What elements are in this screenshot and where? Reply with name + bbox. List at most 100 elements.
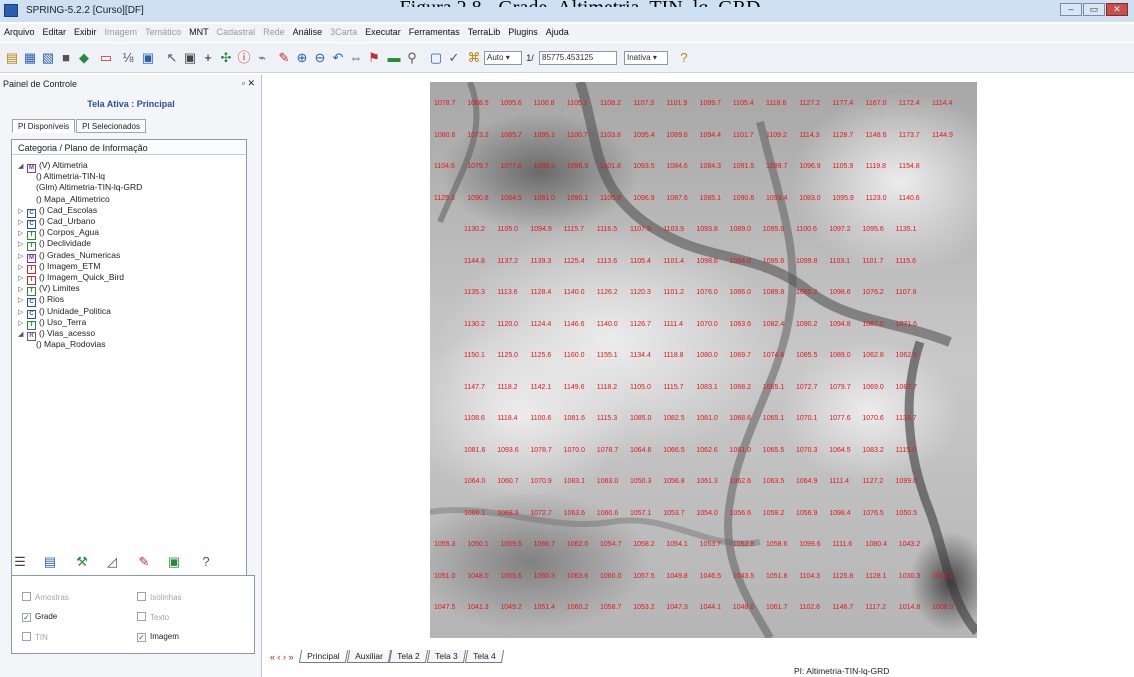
tree-item[interactable]: ◢ M (V) Altimetria bbox=[18, 160, 88, 173]
tree-item[interactable]: () Mapa_Altimetrico bbox=[36, 194, 110, 205]
pan-icon[interactable]: ✣ bbox=[220, 50, 232, 65]
menu-cadastral[interactable]: Cadastral bbox=[216, 27, 256, 37]
screen-tab-auxiliar[interactable]: Auxiliar bbox=[346, 650, 391, 663]
project-icon[interactable]: ▦ bbox=[23, 50, 37, 65]
tree-item[interactable]: ▷ C() Cad_Escolas bbox=[18, 205, 97, 218]
collapsed-arrow-icon[interactable]: ▷ bbox=[18, 252, 24, 260]
tab-pi-selecionados[interactable]: PI Selecionados bbox=[76, 119, 146, 133]
collapsed-arrow-icon[interactable]: ▷ bbox=[18, 286, 24, 294]
list-icon[interactable]: ☰ bbox=[14, 554, 26, 569]
map-canvas[interactable]: 1078.7 1088.5 1095.6 1100.8 1105.1 1108.2 1107… bbox=[263, 75, 1134, 642]
checkbox-grade[interactable]: ✓ Grade bbox=[22, 612, 57, 622]
tree-item[interactable]: ▷ T (V) Limites bbox=[18, 283, 80, 297]
unchecked-box-icon[interactable] bbox=[22, 632, 31, 641]
menu-rede[interactable]: Rede bbox=[263, 27, 285, 37]
unchecked-box-icon[interactable] bbox=[137, 592, 146, 601]
grid-icon[interactable]: ■ bbox=[62, 50, 70, 65]
menu-plugins[interactable]: Plugins bbox=[508, 27, 538, 37]
collapsed-arrow-icon[interactable]: ▷ bbox=[18, 263, 24, 271]
menu-executar[interactable]: Executar bbox=[365, 27, 401, 37]
tree-item[interactable]: () Mapa_Rodovias bbox=[36, 339, 105, 350]
menu-mnt[interactable]: MNT bbox=[189, 27, 209, 37]
tree-item[interactable]: () Altimetria-TIN-lq bbox=[36, 171, 105, 182]
model-icon[interactable]: ▣ bbox=[183, 50, 197, 65]
menu-ajuda[interactable]: Ajuda bbox=[545, 27, 569, 37]
collapsed-arrow-icon[interactable]: ▷ bbox=[18, 230, 24, 238]
checkbox-isolinhas[interactable]: Isolinhas bbox=[137, 592, 182, 603]
elevation-grid-map[interactable]: 1078.7 1088.5 1095.6 1100.8 1105.1 1108.2 1107… bbox=[430, 82, 977, 638]
zoom-previous-icon[interactable]: ↶ bbox=[332, 50, 344, 65]
properties-icon[interactable]: ▣ bbox=[167, 554, 181, 569]
window-icon[interactable]: ▢ bbox=[429, 50, 443, 65]
menu-editar[interactable]: Editar bbox=[42, 27, 67, 37]
menu-imagem[interactable]: Imagem bbox=[104, 27, 138, 37]
edit-icon[interactable]: ✎ bbox=[278, 50, 290, 65]
collapsed-arrow-icon[interactable]: ▷ bbox=[18, 207, 24, 215]
tree-item[interactable]: ▷ T() Declividade bbox=[18, 238, 91, 252]
collapsed-arrow-icon[interactable]: ▷ bbox=[18, 297, 24, 305]
zoom-in-icon[interactable]: ⊕ bbox=[296, 50, 308, 65]
cursor-tool-icon[interactable]: ✓ bbox=[448, 50, 460, 65]
table-icon[interactable]: ▤ bbox=[43, 554, 57, 569]
pencil-icon[interactable]: ✎ bbox=[138, 554, 150, 569]
screen-tab-principal[interactable]: Principal bbox=[298, 650, 348, 663]
tree-item[interactable]: ◢ R() Vias_acesso bbox=[18, 328, 95, 341]
checkbox-tin[interactable]: TIN bbox=[22, 632, 48, 643]
help-icon[interactable]: ? bbox=[680, 50, 688, 65]
zoom-dropdown-icon[interactable]: ⚲ bbox=[407, 50, 417, 65]
help-icon[interactable]: ? bbox=[202, 554, 210, 569]
checkbox-texto[interactable]: Texto bbox=[137, 612, 169, 623]
tree-item[interactable]: ▷ C() Unidade_Politica bbox=[18, 306, 111, 319]
checkbox-amostras[interactable]: Amostras bbox=[22, 592, 69, 603]
mode-select[interactable]: Inativa ▾ bbox=[624, 51, 668, 65]
collapsed-arrow-icon[interactable]: ▷ bbox=[18, 241, 24, 249]
region-icon[interactable]: ▭ bbox=[99, 50, 113, 65]
display-icon[interactable]: ▬ bbox=[387, 50, 401, 65]
scale-input[interactable]: 85775.453125 bbox=[539, 51, 617, 65]
screen-tab-tela-4[interactable]: Tela 4 bbox=[464, 650, 504, 663]
menu-an-lise[interactable]: Análise bbox=[292, 27, 323, 37]
menu-terralib[interactable]: TerraLib bbox=[467, 27, 501, 37]
collapsed-arrow-icon[interactable]: ▷ bbox=[18, 319, 24, 327]
collapsed-arrow-icon[interactable]: ▷ bbox=[18, 308, 24, 316]
unchecked-box-icon[interactable] bbox=[22, 592, 31, 601]
menu-tem-tico[interactable]: Temático bbox=[145, 27, 182, 37]
screen-tab-tela-3[interactable]: Tela 3 bbox=[427, 650, 467, 663]
minimize-button[interactable]: – bbox=[1060, 3, 1082, 16]
tab-navigation[interactable]: « ‹ › » bbox=[270, 652, 294, 662]
screen-tab-tela-2[interactable]: Tela 2 bbox=[389, 650, 429, 663]
menu-exibir[interactable]: Exibir bbox=[74, 27, 97, 37]
menu-ferramentas[interactable]: Ferramentas bbox=[408, 27, 460, 37]
zoom-out-icon[interactable]: ⊖ bbox=[314, 50, 326, 65]
menu-arquivo[interactable]: Arquivo bbox=[4, 27, 35, 37]
menu-3carta[interactable]: 3Carta bbox=[330, 27, 358, 37]
unchecked-box-icon[interactable] bbox=[137, 612, 146, 621]
checked-box-icon[interactable]: ✓ bbox=[137, 633, 146, 642]
move-icon[interactable]: ⇔ bbox=[349, 50, 363, 65]
close-button[interactable]: ✕ bbox=[1106, 3, 1128, 16]
database-icon[interactable]: ▤ bbox=[5, 50, 19, 65]
tree-item[interactable]: ▷ T() Corpos_Agua bbox=[18, 227, 99, 241]
collapsed-arrow-icon[interactable]: ▷ bbox=[18, 275, 24, 282]
measure-icon[interactable]: ⌁ bbox=[258, 50, 266, 65]
cursor-plus-icon[interactable]: + bbox=[204, 50, 212, 65]
flag-icon[interactable]: ⚑ bbox=[368, 50, 380, 65]
zoom-mode-select[interactable]: Auto ▾ bbox=[484, 51, 522, 65]
chart-icon[interactable]: ◿ bbox=[107, 554, 117, 569]
expanded-arrow-icon[interactable]: ◢ bbox=[18, 163, 24, 170]
image-icon[interactable]: ▣ bbox=[141, 50, 155, 65]
scale-icon[interactable]: ⅛ bbox=[122, 50, 134, 65]
panel-close-icon[interactable]: ▫ ✕ bbox=[241, 78, 255, 88]
tools-icon[interactable]: ⚒ bbox=[76, 554, 88, 569]
tree-item[interactable]: ▷ I() Imagem_ETM bbox=[18, 261, 100, 274]
tree-item[interactable]: ▷ M() Grades_Numericas bbox=[18, 250, 120, 263]
link-icon[interactable]: ⌘ bbox=[467, 50, 481, 65]
collapsed-arrow-icon[interactable]: ▷ bbox=[18, 219, 24, 226]
maximize-button[interactable]: ▭ bbox=[1083, 3, 1105, 16]
draw-icon[interactable]: ◆ bbox=[79, 50, 89, 65]
checked-box-icon[interactable]: ✓ bbox=[22, 613, 31, 622]
checkbox-imagem[interactable]: ✓ Imagem bbox=[137, 632, 179, 642]
tab-pi-dispon-veis[interactable]: PI Disponíveis bbox=[12, 119, 76, 133]
tree-item[interactable]: ▷ C() Cad_Urbano bbox=[18, 216, 95, 229]
tree-item[interactable]: (Glm) Altimetria-TIN-lq-GRD bbox=[36, 182, 142, 193]
